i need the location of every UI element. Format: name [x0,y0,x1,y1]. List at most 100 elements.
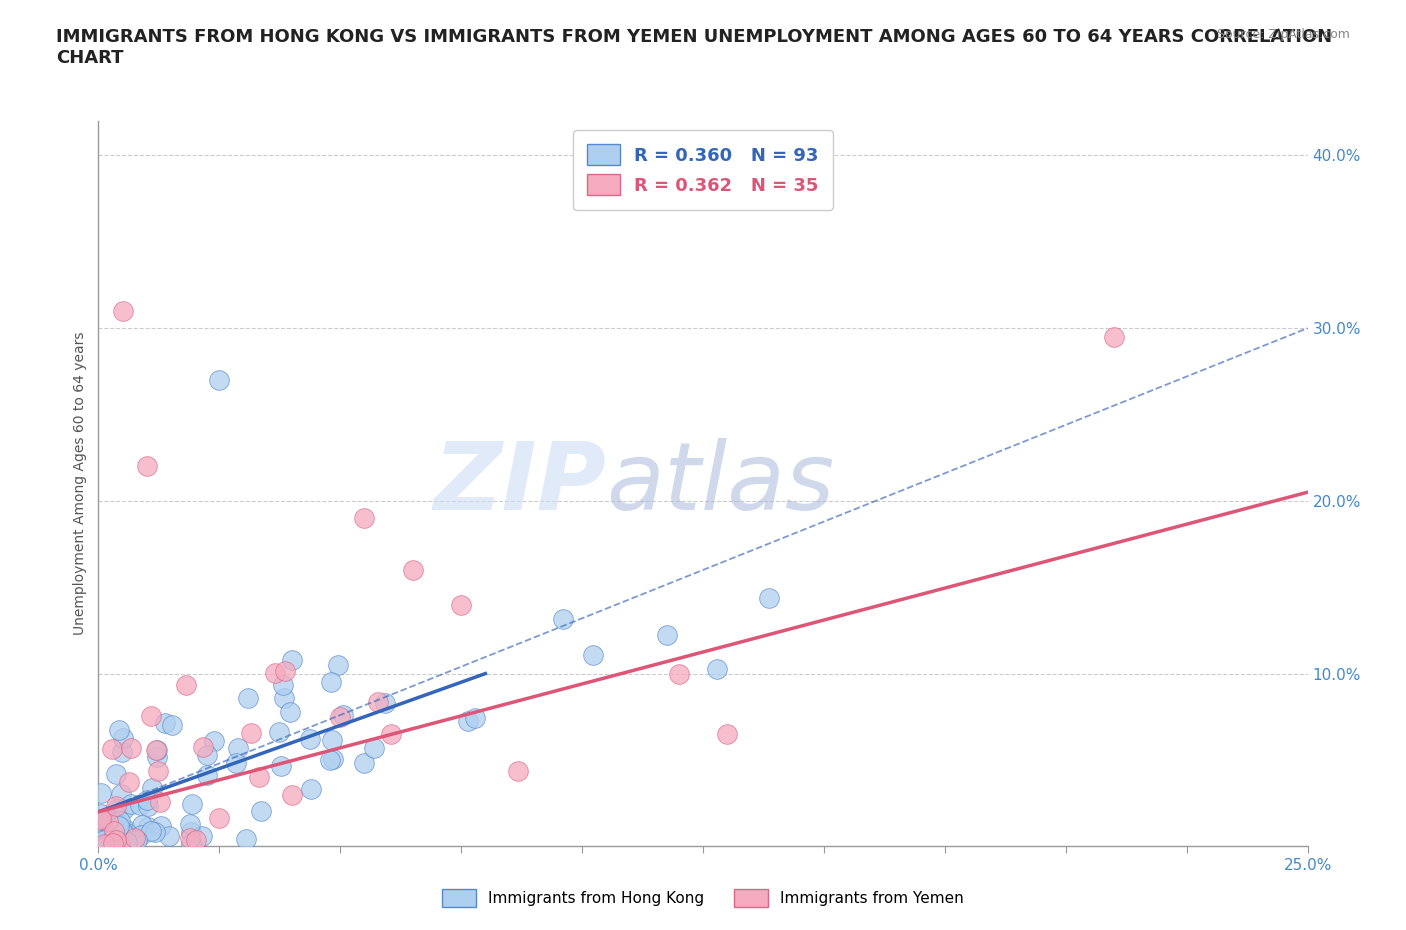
Point [136,792,159,807]
Legend: R = 0.360   N = 93, R = 0.362   N = 35: R = 0.360 N = 93, R = 0.362 N = 35 [572,130,834,209]
Point [112,802,135,817]
Point [100,819,122,834]
Point [157,829,180,844]
Point [90,811,112,826]
Point [402,563,425,578]
Point [120,797,142,812]
Point [280,652,302,667]
Text: atlas: atlas [606,438,835,529]
Point [90,785,112,800]
Point [139,824,162,839]
Point [103,836,125,851]
Point [180,825,202,840]
Point [105,827,128,842]
Point [706,661,728,676]
Point [506,764,529,778]
Point [226,740,249,755]
Text: Source: ZipAtlas.com: Source: ZipAtlas.com [1216,28,1350,41]
Point [136,819,159,834]
Point [299,782,322,797]
Point [240,726,263,741]
Point [716,726,738,741]
Point [367,695,389,710]
Point [247,770,270,785]
Y-axis label: Unemployment Among Ages 60 to 64 years: Unemployment Among Ages 60 to 64 years [73,332,87,635]
Point [321,732,343,747]
Point [280,788,302,803]
Point [551,611,574,626]
Point [267,724,290,739]
Point [122,837,145,852]
Point [146,742,169,757]
Point [108,723,131,737]
Point [127,832,149,847]
Point [160,717,183,732]
Point [94,838,117,853]
Point [149,794,172,809]
Point [117,839,139,854]
Point [329,710,352,724]
Point [101,830,124,845]
Point [195,748,218,763]
Point [90,806,112,821]
Point [141,780,163,795]
Point [153,716,176,731]
Point [457,713,479,728]
Point [97,835,120,850]
Point [184,833,207,848]
Point [191,739,214,754]
Point [298,732,321,747]
Point [104,815,127,830]
Text: ZIP: ZIP [433,438,606,529]
Point [128,798,150,813]
Point [326,658,349,673]
Point [150,818,173,833]
Point [97,830,120,844]
Point [373,696,395,711]
Point [1102,329,1125,344]
Point [225,755,247,770]
Point [464,711,486,725]
Point [270,759,292,774]
Point [108,837,131,852]
Point [105,766,128,781]
Point [115,834,138,849]
Point [655,628,678,643]
Point [353,755,375,770]
Point [380,726,402,741]
Point [179,830,201,845]
Point [450,597,472,612]
Point [100,813,122,828]
Point [179,817,201,831]
Point [96,838,118,853]
Point [124,830,146,845]
Point [191,829,214,844]
Point [114,824,136,839]
Point [111,303,134,318]
Point [105,838,128,853]
Point [143,824,166,839]
Point [136,799,159,814]
Point [353,511,375,525]
Point [148,764,170,778]
Point [238,690,260,705]
Point [758,591,780,605]
Point [108,819,131,834]
Point [582,647,605,662]
Point [118,775,141,790]
Point [318,752,340,767]
Legend: Immigrants from Hong Kong, Immigrants from Yemen: Immigrants from Hong Kong, Immigrants fr… [436,884,970,913]
Point [129,828,152,843]
Point [195,767,218,782]
Point [135,458,157,473]
Point [111,837,134,852]
Point [104,832,127,847]
Point [111,730,134,745]
Point [278,705,301,720]
Point [235,832,257,847]
Point [174,678,197,693]
Point [131,817,153,832]
Point [208,810,231,825]
Point [264,666,287,681]
Point [319,675,342,690]
